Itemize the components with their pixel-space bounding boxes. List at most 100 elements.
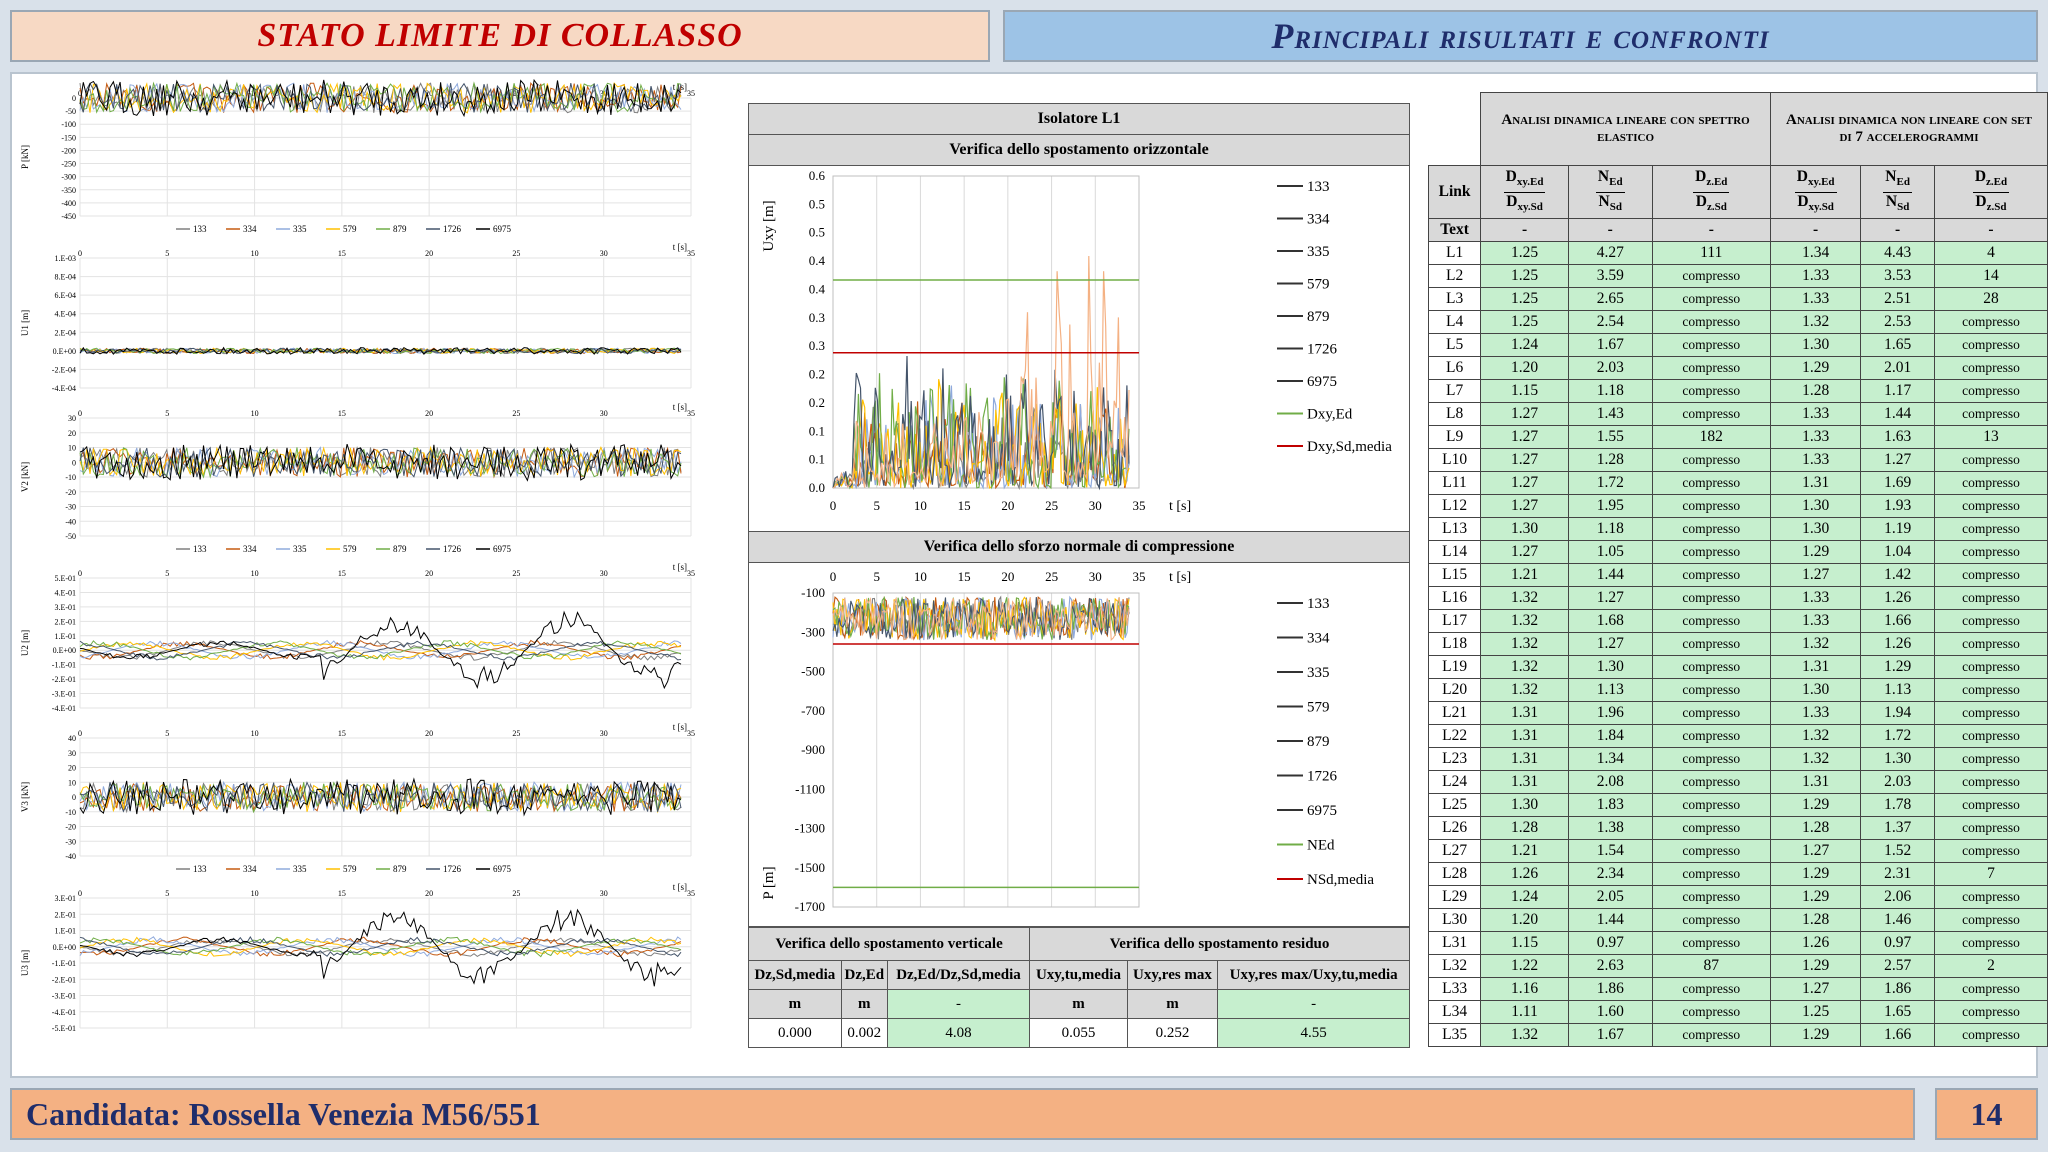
h-dxy-1: Dxy.Ed Dxy.Sd bbox=[1480, 165, 1569, 219]
series-579 bbox=[79, 445, 682, 477]
link-id: L3 bbox=[1427, 287, 1482, 311]
result-row: L15 1.21 1.44 compresso 1.27 1.42 compresso bbox=[1427, 563, 2048, 587]
result-row: L1 1.25 4.27 111 1.34 4.43 4 bbox=[1427, 241, 2048, 265]
result-cell: compresso bbox=[1933, 517, 2048, 541]
legend-label: 335 bbox=[1307, 665, 1330, 681]
plot-ytick: -450 bbox=[61, 212, 76, 221]
plot-xtick: 30 bbox=[600, 249, 608, 258]
result-cell: 1.84 bbox=[1567, 724, 1653, 748]
xlabel: t [s] bbox=[1169, 570, 1191, 585]
result-cell: 1.27 bbox=[1567, 632, 1653, 656]
unit-2: m bbox=[840, 989, 888, 1019]
text-row: Text - - - - - - bbox=[1427, 218, 2048, 242]
link-id: L13 bbox=[1427, 517, 1482, 541]
link-id: L11 bbox=[1427, 471, 1482, 495]
plot-ytick: 5.E-01 bbox=[54, 574, 76, 583]
xtick: 15 bbox=[958, 569, 971, 584]
result-cell: 2.65 bbox=[1567, 287, 1653, 311]
result-cell: 1.28 bbox=[1567, 448, 1653, 472]
result-cell: compresso bbox=[1933, 632, 2048, 656]
plot-xtick: 5 bbox=[165, 249, 169, 258]
plot-ytick: -250 bbox=[61, 160, 76, 169]
plot-xtick: 20 bbox=[425, 889, 433, 898]
result-cell: 2.53 bbox=[1860, 310, 1935, 334]
result-cell: compresso bbox=[1933, 678, 2048, 702]
result-row: L3 1.25 2.65 compresso 1.33 2.51 28 bbox=[1427, 287, 2048, 311]
checks-table: Verifica dello spostamento verticale Ver… bbox=[747, 927, 1410, 1048]
plot-xtick: 0 bbox=[78, 889, 82, 898]
result-cell: 1.86 bbox=[1860, 977, 1935, 1001]
result-cell: compresso bbox=[1651, 609, 1771, 633]
plot-ytick: 2.E-04 bbox=[54, 328, 76, 337]
h-dz-1: Dz.Ed Dz.Sd bbox=[1651, 165, 1771, 219]
link-id: L27 bbox=[1427, 839, 1482, 863]
result-cell: compresso bbox=[1651, 678, 1771, 702]
col-dz-ratio: Dz,Ed/Dz,Sd,media bbox=[886, 960, 1031, 990]
result-cell: compresso bbox=[1651, 770, 1771, 794]
slide-title-right: Principali risultati e confronti bbox=[1003, 10, 2038, 62]
plot-ytick: 40 bbox=[68, 734, 76, 743]
unit-6: - bbox=[1217, 989, 1410, 1019]
result-cell: 1.93 bbox=[1860, 494, 1935, 518]
ytick: 0.5 bbox=[809, 225, 825, 240]
series-579 bbox=[79, 781, 682, 814]
legend-label: 6975 bbox=[1307, 374, 1337, 390]
plot-ytick: -20 bbox=[65, 488, 76, 497]
result-cell: 1.65 bbox=[1860, 333, 1935, 357]
plot-xtick: 5 bbox=[165, 729, 169, 738]
link-id: L6 bbox=[1427, 356, 1482, 380]
result-cell: 1.31 bbox=[1769, 471, 1862, 495]
result-cell: 1.32 bbox=[1769, 747, 1862, 771]
xtick: 10 bbox=[914, 569, 927, 584]
link-id: L32 bbox=[1427, 954, 1482, 978]
plot-ytick: 1.E-01 bbox=[54, 632, 76, 641]
result-cell: 1.55 bbox=[1567, 425, 1653, 449]
result-cell: compresso bbox=[1651, 931, 1771, 955]
legend-label: 1726 bbox=[443, 544, 462, 554]
ytick: 0.2 bbox=[809, 395, 825, 410]
result-cell: compresso bbox=[1651, 862, 1771, 886]
result-cell: 1.21 bbox=[1480, 839, 1569, 863]
vert-check-title: Verifica dello spostamento verticale bbox=[747, 927, 1031, 961]
plot-xtick: 0 bbox=[78, 409, 82, 418]
plot-ytick: -400 bbox=[61, 199, 76, 208]
ytick: -500 bbox=[801, 664, 825, 679]
plot-ytick: 2.E-01 bbox=[54, 910, 76, 919]
result-cell: compresso bbox=[1651, 724, 1771, 748]
legend-label: NEd bbox=[1307, 838, 1335, 854]
series-6975 bbox=[79, 777, 682, 817]
plot-xtick: 30 bbox=[600, 729, 608, 738]
result-cell: compresso bbox=[1933, 701, 2048, 725]
xtick: 25 bbox=[1045, 569, 1058, 584]
result-cell: 1.31 bbox=[1480, 747, 1569, 771]
xtick: 20 bbox=[1001, 498, 1014, 513]
link-id: L16 bbox=[1427, 586, 1482, 610]
result-cell: 1.32 bbox=[1480, 632, 1569, 656]
plot-ytick: -5.E-01 bbox=[52, 1024, 76, 1033]
result-cell: 1.38 bbox=[1567, 816, 1653, 840]
link-id: L23 bbox=[1427, 747, 1482, 771]
result-cell: 1.33 bbox=[1769, 586, 1862, 610]
xtick: 15 bbox=[958, 498, 971, 513]
xtick: 30 bbox=[1089, 569, 1102, 584]
result-cell: 1.16 bbox=[1480, 977, 1569, 1001]
h-ned-2: NEd NSd bbox=[1860, 165, 1935, 219]
res-check-title: Verifica dello spostamento residuo bbox=[1029, 927, 1410, 961]
result-cell: 1.25 bbox=[1480, 241, 1569, 265]
result-cell: 1.11 bbox=[1480, 1000, 1569, 1024]
result-cell: compresso bbox=[1933, 816, 2048, 840]
result-cell: 4.43 bbox=[1860, 241, 1935, 265]
ytick: 0.4 bbox=[809, 253, 826, 268]
result-cell: 1.46 bbox=[1860, 908, 1935, 932]
result-cell: 1.27 bbox=[1860, 448, 1935, 472]
series-879 bbox=[79, 781, 682, 814]
h-dz-2: Dz.Ed Dz.Sd bbox=[1933, 165, 2048, 219]
plot-ytick: 1.E-01 bbox=[54, 927, 76, 936]
norm-chart: 0 5 10 15 20 25 30 35 t [s] -100 -300 -500 -700 -900 -… bbox=[761, 569, 1374, 914]
disp-series-879 bbox=[832, 373, 1130, 490]
xtick: 0 bbox=[830, 498, 837, 513]
time-history-svg: t [s]0 5 10 15 20 25 30 350-50-100-150-200-250-… bbox=[20, 78, 695, 1033]
series-879 bbox=[79, 81, 682, 114]
plot-ytick: 20 bbox=[68, 764, 76, 773]
time-history-plots: t [s] 0 5 10 15 20 25 30 35 0 -50 -100 -150 -200 -250-… bbox=[16, 78, 716, 1078]
